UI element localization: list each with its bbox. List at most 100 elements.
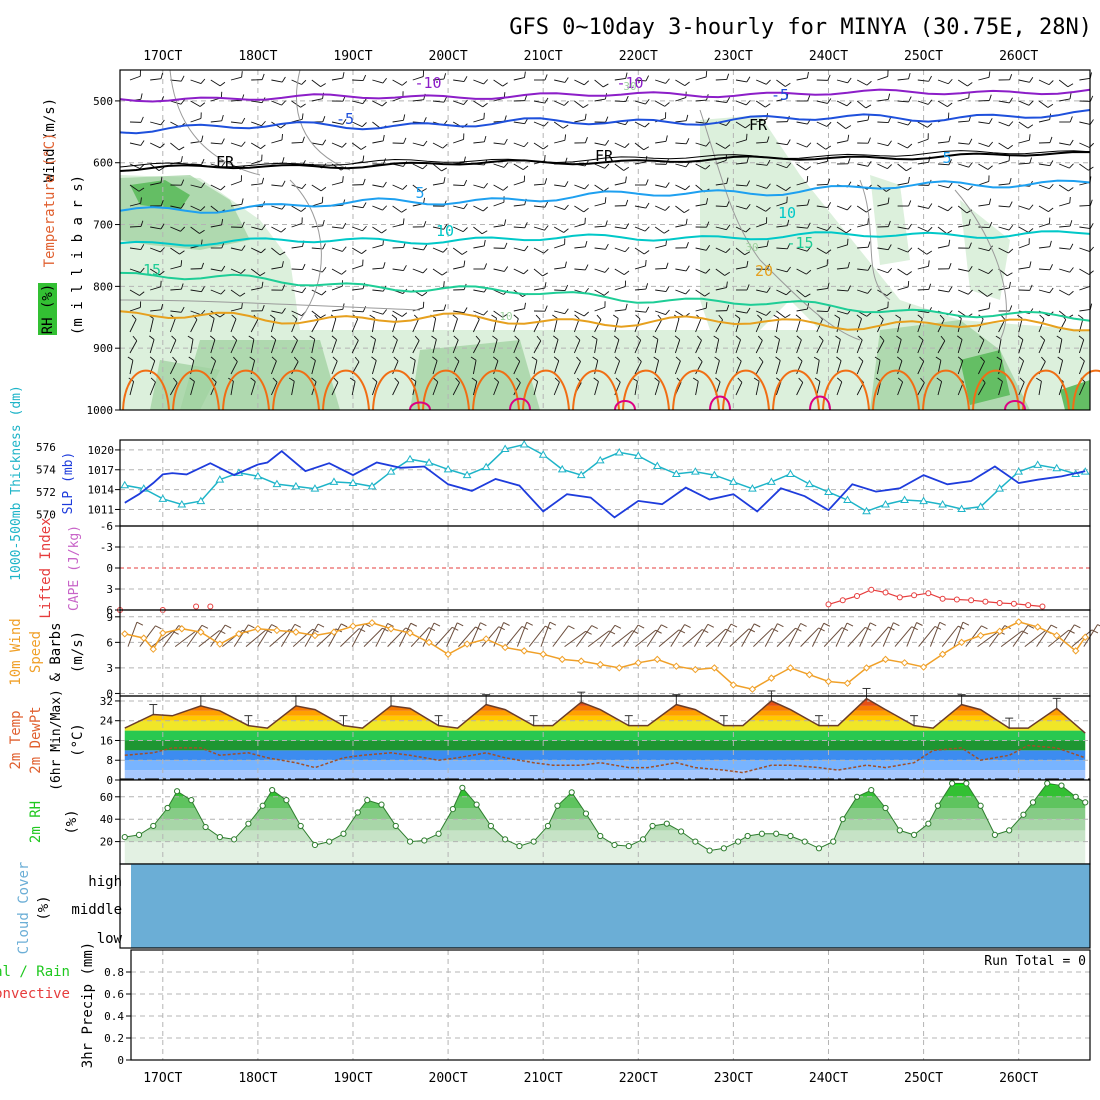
wind-barb — [553, 381, 560, 396]
rh2m-point — [326, 838, 333, 845]
temperature-contour — [119, 179, 1091, 214]
upper-air-frame — [119, 69, 1091, 411]
wind-barb-flag — [221, 265, 226, 272]
wind-barb — [796, 226, 808, 229]
lifted-index-point — [982, 598, 989, 605]
wind-barb-flag — [322, 243, 326, 250]
wind-barb-flag — [753, 377, 760, 382]
wind10m-barb-flag — [382, 627, 389, 632]
wind-barb — [271, 184, 283, 187]
wind-barb-flag — [653, 356, 659, 361]
wind-barb — [473, 184, 485, 189]
thickness-point — [405, 454, 415, 463]
wind-barb-flag — [301, 183, 307, 189]
wind10m-barb-flag — [916, 622, 923, 626]
wind-barb — [149, 318, 154, 333]
wind-barb — [432, 268, 443, 276]
wind-barb-flag — [382, 181, 387, 188]
wind-barb — [877, 142, 889, 147]
wind-barb — [816, 205, 828, 208]
wind10m-barb-flag — [939, 621, 946, 626]
wind-barb — [957, 360, 964, 375]
wind-barb-flag — [200, 78, 206, 84]
wind10m-speed-point — [805, 671, 814, 679]
wind-barb — [654, 381, 660, 396]
wind-barb-flag — [189, 377, 195, 382]
pressure-tick-label: 700 — [93, 219, 113, 232]
wind10m-barb-flag — [568, 625, 575, 630]
wind-barb — [533, 121, 545, 127]
wind-barb-flag — [795, 314, 801, 319]
wind-barb — [473, 118, 485, 123]
wind-barb-flag — [180, 203, 185, 209]
wind-barb — [170, 382, 178, 396]
wind-barb — [675, 120, 687, 123]
temperature-contour-25 — [622, 369, 670, 411]
rh2m-point — [896, 827, 903, 834]
thickness-point — [595, 455, 605, 464]
wind-barb-flag — [221, 138, 225, 145]
wind-barb — [493, 142, 505, 145]
wind-barb — [251, 287, 263, 291]
wind-barb-flag — [827, 98, 832, 104]
wind-barb — [674, 360, 681, 375]
rh2m-point — [150, 822, 157, 830]
wind-barb — [816, 100, 828, 104]
wind-barb — [1058, 79, 1069, 88]
wind-barb-flag — [897, 377, 903, 383]
wind-barb-flag — [786, 162, 792, 169]
wind-barb-flag — [180, 283, 184, 290]
wind-barb — [311, 79, 321, 87]
wind-barb-flag — [402, 184, 408, 190]
wind-barb — [756, 310, 767, 316]
rh2m-point — [839, 816, 846, 823]
wind-barb-flag — [516, 377, 521, 383]
wind-barb — [331, 77, 343, 81]
wind-barb — [897, 100, 909, 103]
wind-barb-flag — [847, 285, 852, 292]
lifted-index-point — [996, 600, 1003, 606]
wind-barb — [149, 268, 160, 276]
wind-barb — [251, 160, 262, 165]
wind10m-barb — [965, 625, 982, 647]
wind-barb — [695, 361, 703, 375]
wind-barb-flag — [443, 304, 447, 311]
wind-barb-flag — [987, 165, 993, 170]
wind-barb — [675, 79, 686, 87]
wind-barb — [251, 100, 263, 104]
wind-barb-flag — [401, 208, 407, 213]
wind-barb-flag — [645, 259, 647, 267]
wind-barb-flag — [846, 228, 852, 234]
wind-barb-flag — [593, 377, 599, 382]
wind-barb — [270, 382, 278, 396]
rh2m-point — [801, 838, 808, 845]
thickness-point — [177, 500, 187, 508]
wind-barb — [594, 247, 606, 250]
wind-barb — [836, 289, 848, 292]
wind-barb-flag — [826, 225, 832, 231]
wind10m-barb — [882, 622, 894, 647]
wind-barb-flag — [697, 356, 703, 362]
date-tick-top: 25OCT — [904, 49, 943, 64]
stability-tick-label: 3 — [106, 583, 113, 596]
wind-barb-flag — [201, 135, 204, 142]
wind-barb — [129, 289, 140, 296]
wind-barb-flag — [341, 142, 347, 148]
wind-barb — [169, 361, 177, 375]
wind-barb-flag — [948, 263, 952, 269]
wind-barb — [937, 79, 949, 85]
wind-barb-flag — [827, 74, 831, 81]
rh-contour-line — [859, 179, 891, 301]
thickness-point — [557, 464, 567, 473]
wind-barb — [513, 247, 525, 252]
wind-barb-flag — [544, 201, 549, 208]
wind-barb-flag — [542, 272, 548, 277]
wind-barb — [695, 318, 702, 333]
wind-barb-flag — [302, 263, 306, 270]
wind-barb-flag — [544, 305, 548, 312]
lifted-index-point — [882, 589, 889, 596]
wind-barb — [917, 318, 923, 333]
temperature-band — [124, 760, 1086, 771]
temperature-contour-25 — [322, 369, 370, 411]
